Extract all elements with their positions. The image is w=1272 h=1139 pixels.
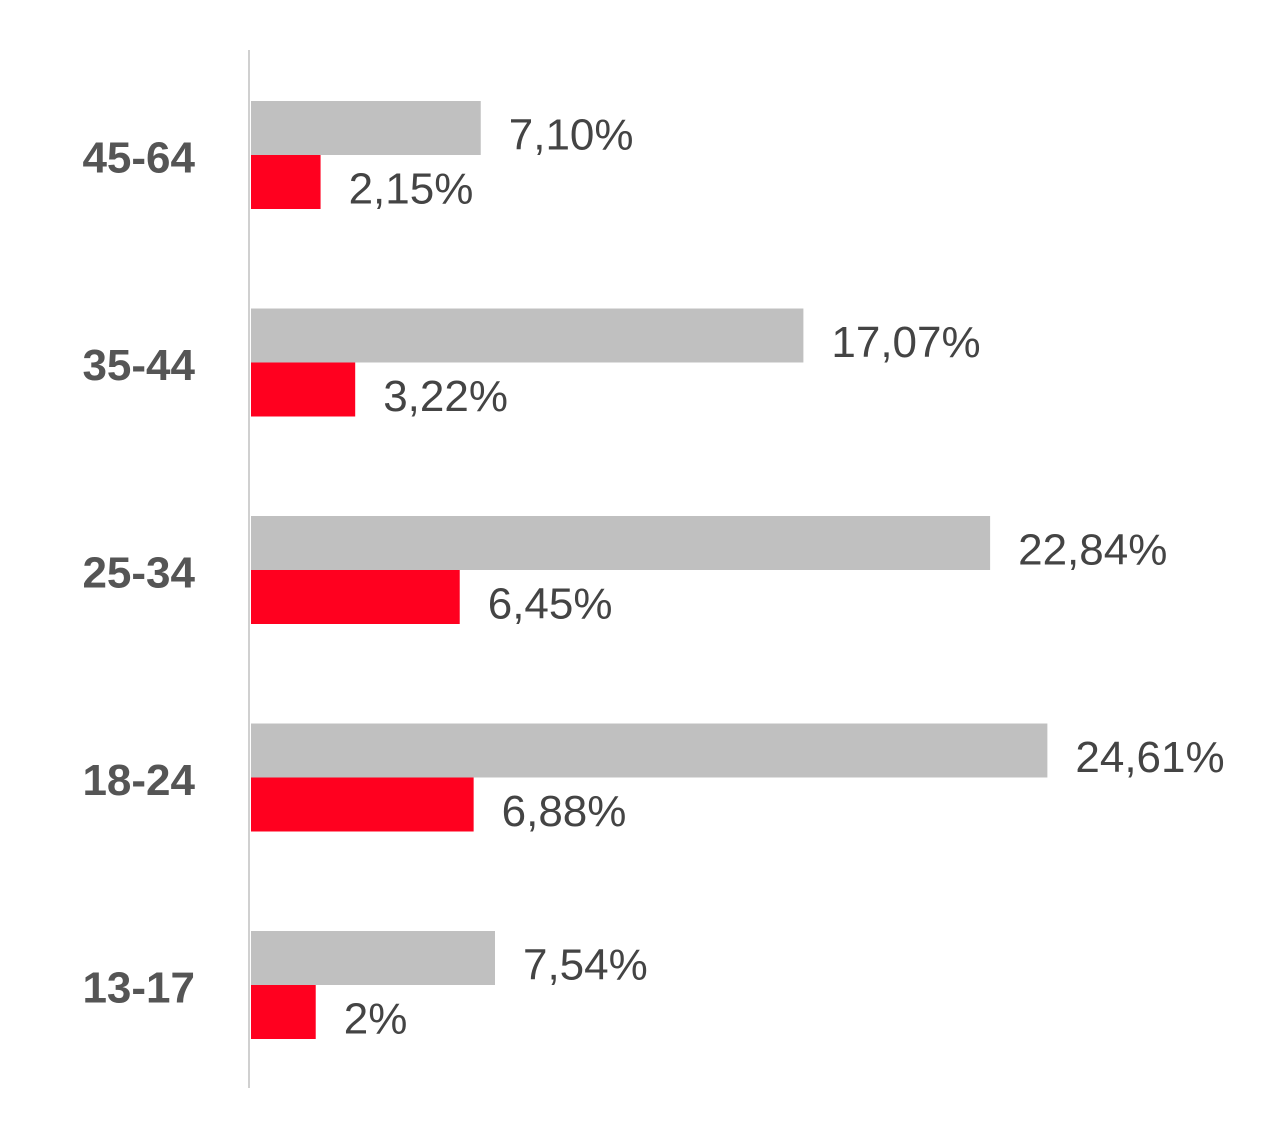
bar: [251, 777, 474, 832]
bar: [251, 101, 481, 155]
category-label: 35-44: [82, 341, 195, 390]
category-label: 45-64: [82, 134, 195, 183]
value-label: 17,07%: [831, 318, 980, 367]
bar: [251, 931, 495, 985]
bar: [251, 362, 356, 417]
value-label: 22,84%: [1018, 526, 1167, 575]
value-label: 6,88%: [502, 787, 627, 836]
bar: [251, 723, 1048, 778]
value-label: 24,61%: [1075, 733, 1224, 782]
value-label: 6,45%: [488, 580, 613, 629]
bar: [251, 985, 316, 1039]
value-label: 2%: [344, 995, 408, 1044]
value-label: 7,10%: [509, 111, 634, 160]
bar: [251, 516, 991, 570]
value-label: 7,54%: [523, 941, 648, 990]
bar: [251, 308, 804, 363]
value-label: 2,15%: [349, 165, 474, 214]
bar: [251, 155, 321, 209]
bar: [251, 570, 460, 624]
value-label: 3,22%: [383, 372, 508, 421]
category-label: 25-34: [82, 549, 195, 598]
category-label: 18-24: [82, 756, 195, 805]
category-label: 13-17: [82, 964, 195, 1013]
